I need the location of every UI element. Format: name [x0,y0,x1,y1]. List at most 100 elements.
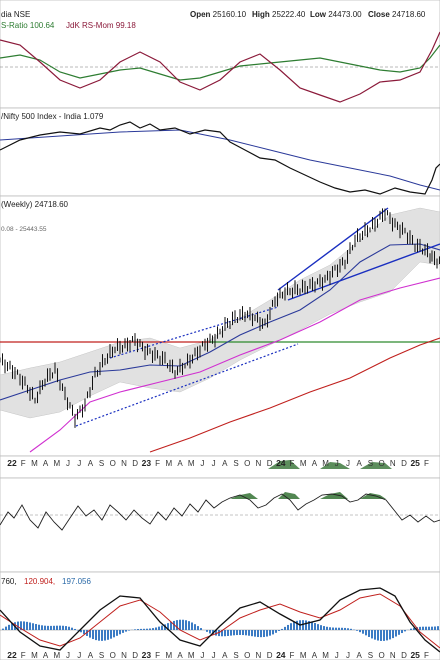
macd-bar [227,630,229,636]
macd-bar [32,623,34,630]
macd-bar [302,620,304,630]
x-tick-A: A [43,651,49,660]
macd-bar [257,630,259,638]
x-tick-A: A [88,459,94,468]
x-tick-N: N [121,459,127,468]
macd-bar [389,630,391,640]
macd-bar [101,630,103,641]
x-tick-S: S [99,651,104,660]
macd-bar [29,622,31,630]
x-tick-M: M [322,651,329,660]
ma-short-line [0,243,440,401]
x-tick-S: S [233,459,238,468]
sub-osc-fill [268,460,392,469]
macd-histogram [2,619,439,641]
macd-bar [335,627,337,630]
x-tick-F: F [290,651,295,660]
x-tick-J: J [66,459,70,468]
macd-bar [320,625,322,630]
macd-bar [236,630,238,636]
macd-bar [278,630,280,631]
macd-bar [179,619,181,630]
price-label: (Weekly) 24718.60 [1,200,69,209]
x-tick-J: J [335,651,339,660]
x-tick-M: M [300,651,307,660]
macd-bar [368,630,370,637]
x-tick-A: A [222,651,228,660]
macd-bar [332,627,334,630]
macd-bar [173,620,175,630]
x-tick-25: 25 [410,458,420,468]
x-tick-D: D [132,651,138,660]
macd-bar [191,622,193,630]
macd-bar [128,630,130,631]
x-tick-S: S [99,459,104,468]
macd-bar [386,630,388,641]
osc-line [0,493,440,531]
x-tick-F: F [21,651,26,660]
macd-bar [359,630,361,633]
macd-bar [62,625,64,630]
macd-bar [23,621,25,630]
macd-bar [17,621,19,630]
macd-bar [119,630,121,635]
x-tick-J: J [212,459,216,468]
x-tick-F: F [155,651,160,660]
x-tick-N: N [390,651,396,660]
channel-upper [277,207,389,291]
x-tick-O: O [378,459,384,468]
x-tick-J: J [335,459,339,468]
macd-bar [392,630,394,639]
macd-bar [83,630,85,635]
macd-bar [293,621,295,630]
macd-bar [113,630,115,638]
macd-bar [59,625,61,630]
macd-bar [326,626,328,630]
macd-bar [329,627,331,630]
rs-ratio-line [0,44,440,81]
x-tick-23: 23 [142,458,152,468]
price-bars [0,208,440,428]
macd-bar [155,627,157,630]
macd-bar [269,630,271,636]
macd-bar [338,627,340,630]
x-tick-F: F [155,459,160,468]
macd-bar [401,630,403,634]
macd-bar [122,630,124,633]
x-tick-J: J [212,651,216,660]
ohlc-readout: Open 25160.10 High 25222.40 Low 24473.00 Cl… [190,10,426,19]
x-tick-23: 23 [142,650,152,660]
macd-bar [428,626,430,630]
macd-bar [89,630,91,638]
macd-bar [272,630,274,635]
macd-bar [161,625,163,630]
macd-bar [380,630,382,641]
trendline-lower [75,343,299,427]
macd-bar [176,620,178,630]
macd-bar [107,630,109,640]
x-tick-N: N [390,459,396,468]
macd-bar [308,621,310,630]
macd-bar [35,624,37,630]
rs-mom-line [0,31,440,103]
x-tick-O: O [244,459,250,468]
macd-bar [248,630,250,636]
macd-bar [374,630,376,640]
macd-bar [284,626,286,630]
macd-bar [11,623,13,630]
channel-lower [287,243,440,301]
macd-bar [77,630,79,631]
x-tick-M: M [322,459,329,468]
macd-bar [254,630,256,637]
macd-bar [233,630,235,636]
x-tick-S: S [368,651,373,660]
macd-bar [230,630,232,636]
macd-bar [26,621,28,630]
macd-bar [53,625,55,630]
x-tick-O: O [110,459,116,468]
macd-bar [242,630,244,636]
macd-bar [314,623,316,630]
macd-bar [383,630,385,641]
macd-bar [104,630,106,641]
macd-bar [263,630,265,638]
